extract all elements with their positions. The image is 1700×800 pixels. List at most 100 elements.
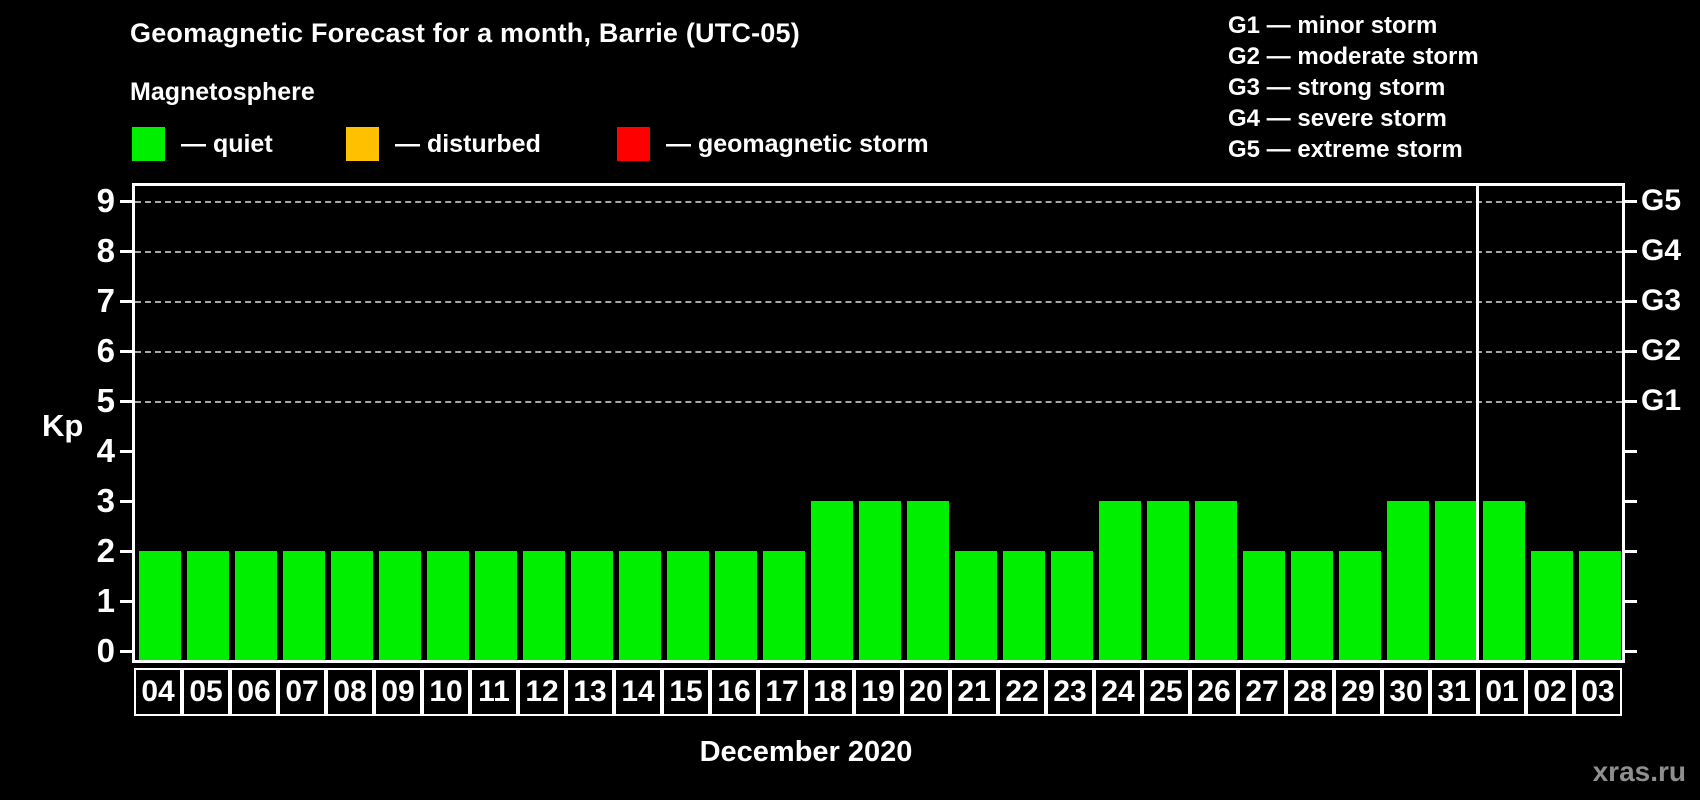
x-cell-15: 15 [662, 668, 710, 716]
right-tick-kp6 [1625, 350, 1637, 353]
grid-line-kp9 [135, 201, 1622, 203]
bar-day-27 [1243, 551, 1285, 660]
x-cell-25: 25 [1142, 668, 1190, 716]
x-cell-29: 29 [1334, 668, 1382, 716]
kp-tick-label-7: 7 [96, 282, 115, 319]
magnetosphere-label: Magnetosphere [130, 78, 315, 106]
kp-tick-label-1: 1 [96, 582, 115, 619]
chart-title: Geomagnetic Forecast for a month, Barrie… [130, 18, 800, 48]
kp-tick-label-2: 2 [96, 532, 115, 569]
bar-day-03 [1579, 551, 1621, 660]
kp-tick-label-6: 6 [96, 332, 115, 369]
kp-tick-label-8: 8 [96, 232, 115, 269]
quiet-color-swatch [132, 127, 165, 161]
kp-tick-label-4: 4 [96, 432, 115, 469]
x-cell-28: 28 [1286, 668, 1334, 716]
g-label-G3: G3 [1641, 284, 1682, 317]
kp-tick-label-3: 3 [96, 482, 115, 519]
x-cell-31: 31 [1430, 668, 1478, 716]
left-tick-kp3 [120, 500, 132, 503]
kp-tick-label-0: 0 [96, 632, 115, 669]
y-axis-label-kp: Kp [42, 408, 84, 443]
bar-day-21 [955, 551, 997, 660]
x-cell-20: 20 [902, 668, 950, 716]
x-cell-12: 12 [518, 668, 566, 716]
x-cell-21: 21 [950, 668, 998, 716]
g-scale-legend: G1 — minor storm G2 — moderate storm G3 … [1228, 10, 1479, 165]
right-tick-kp9 [1625, 200, 1637, 203]
x-cell-30: 30 [1382, 668, 1430, 716]
g-label-G4: G4 [1641, 234, 1682, 267]
watermark-xras: xras.ru [1592, 756, 1686, 787]
left-tick-kp6 [120, 350, 132, 353]
x-cell-05: 05 [182, 668, 230, 716]
x-cell-22: 22 [998, 668, 1046, 716]
g4-legend-line: G4 — severe storm [1228, 105, 1447, 132]
x-cell-18: 18 [806, 668, 854, 716]
right-tick-kp2 [1625, 550, 1637, 553]
bar-day-25 [1147, 501, 1189, 660]
bar-day-20 [907, 501, 949, 660]
kp-tick-label-9: 9 [96, 182, 115, 219]
left-tick-kp8 [120, 250, 132, 253]
legend-item-disturbed: — disturbed [346, 126, 541, 162]
x-cell-02: 02 [1526, 668, 1574, 716]
x-cell-23: 23 [1046, 668, 1094, 716]
storm-color-swatch [617, 127, 650, 161]
g3-legend-line: G3 — strong storm [1228, 74, 1446, 101]
bar-day-18 [811, 501, 853, 660]
month-caption: December 2020 [699, 736, 913, 768]
bar-day-16 [715, 551, 757, 660]
bar-day-22 [1003, 551, 1045, 660]
x-cell-19: 19 [854, 668, 902, 716]
bar-day-08 [331, 551, 373, 660]
x-cell-09: 09 [374, 668, 422, 716]
bar-day-17 [763, 551, 805, 660]
right-tick-kp0 [1625, 650, 1637, 653]
x-cell-14: 14 [614, 668, 662, 716]
x-cell-16: 16 [710, 668, 758, 716]
bar-day-10 [427, 551, 469, 660]
right-tick-kp8 [1625, 250, 1637, 253]
bar-day-05 [187, 551, 229, 660]
bar-day-29 [1339, 551, 1381, 660]
bar-day-30 [1387, 501, 1429, 660]
x-cell-08: 08 [326, 668, 374, 716]
bar-day-28 [1291, 551, 1333, 660]
grid-line-kp8 [135, 251, 1622, 253]
x-cell-27: 27 [1238, 668, 1286, 716]
g5-legend-line: G5 — extreme storm [1228, 136, 1463, 163]
x-cell-04: 04 [134, 668, 182, 716]
bar-day-14 [619, 551, 661, 660]
x-cell-10: 10 [422, 668, 470, 716]
disturbed-color-swatch [346, 127, 379, 161]
bar-day-31 [1435, 501, 1477, 660]
legend-item-quiet: — quiet [132, 126, 273, 162]
plot-area [132, 183, 1625, 663]
bar-day-04 [139, 551, 181, 660]
bar-day-13 [571, 551, 613, 660]
x-cell-01: 01 [1478, 668, 1526, 716]
bar-day-15 [667, 551, 709, 660]
bar-day-19 [859, 501, 901, 660]
storm-legend-label: — geomagnetic storm [666, 129, 929, 158]
legend-item-storm: — geomagnetic storm [617, 126, 929, 162]
left-tick-kp2 [120, 550, 132, 553]
right-tick-kp4 [1625, 450, 1637, 453]
grid-line-kp5 [135, 401, 1622, 403]
month-separator-line [1476, 186, 1479, 660]
disturbed-legend-label: — disturbed [395, 129, 541, 158]
g-label-G5: G5 [1641, 184, 1682, 217]
x-cell-24: 24 [1094, 668, 1142, 716]
left-tick-kp9 [120, 200, 132, 203]
right-tick-kp5 [1625, 400, 1637, 403]
left-tick-kp1 [120, 600, 132, 603]
x-cell-11: 11 [470, 668, 518, 716]
right-tick-kp3 [1625, 500, 1637, 503]
x-cell-17: 17 [758, 668, 806, 716]
grid-line-kp6 [135, 351, 1622, 353]
g-label-G1: G1 [1641, 384, 1682, 417]
grid-line-kp7 [135, 301, 1622, 303]
bar-day-06 [235, 551, 277, 660]
